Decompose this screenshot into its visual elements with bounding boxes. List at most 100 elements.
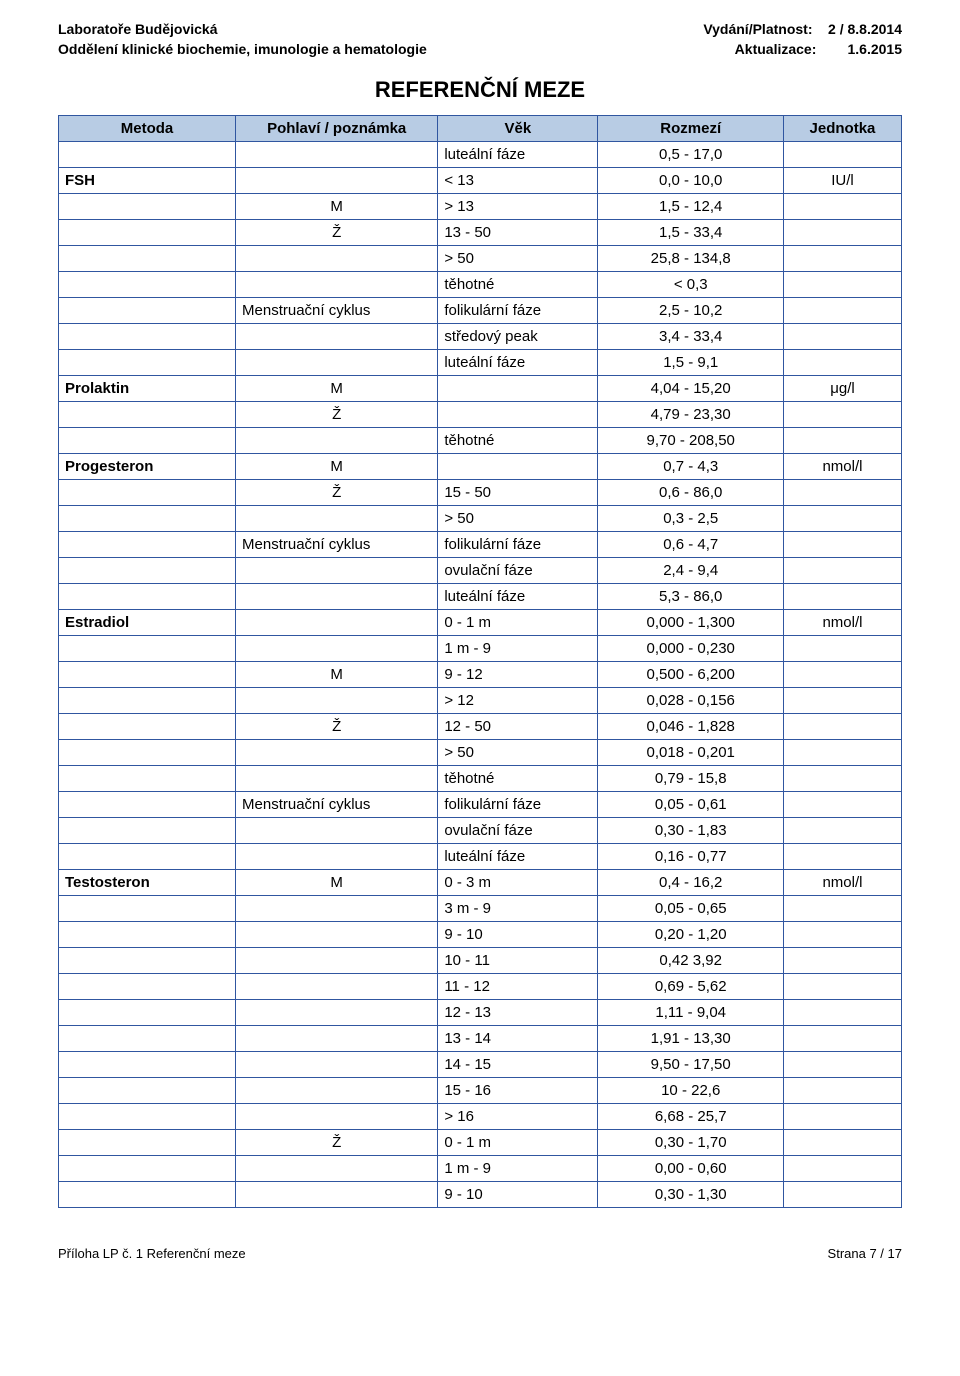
cell-jednotka <box>783 740 901 766</box>
col-header-metoda: Metoda <box>59 116 236 142</box>
cell-rozmezi: 3,4 - 33,4 <box>598 324 783 350</box>
cell-jednotka <box>783 480 901 506</box>
cell-rozmezi: 1,91 - 13,30 <box>598 1026 783 1052</box>
table-row: M9 - 120,500 - 6,200 <box>59 662 902 688</box>
table-row: 1 m - 90,00 - 0,60 <box>59 1156 902 1182</box>
table-row: 9 - 100,30 - 1,30 <box>59 1182 902 1208</box>
cell-vek: těhotné <box>438 428 598 454</box>
table-row: Ž13 - 501,5 - 33,4 <box>59 220 902 246</box>
cell-rozmezi: 0,05 - 0,65 <box>598 896 783 922</box>
cell-vek: 13 - 50 <box>438 220 598 246</box>
footer-left: Příloha LP č. 1 Referenční meze <box>58 1246 246 1261</box>
cell-metoda <box>59 220 236 246</box>
cell-vek: 0 - 1 m <box>438 610 598 636</box>
cell-jednotka <box>783 532 901 558</box>
cell-jednotka <box>783 818 901 844</box>
table-row: 14 - 159,50 - 17,50 <box>59 1052 902 1078</box>
cell-vek: < 13 <box>438 168 598 194</box>
cell-jednotka: nmol/l <box>783 454 901 480</box>
cell-jednotka <box>783 896 901 922</box>
vydani: Vydání/Platnost: 2 / 8.8.2014 <box>703 20 902 40</box>
table-row: ProgesteronM0,7 - 4,3nmol/l <box>59 454 902 480</box>
cell-jednotka <box>783 506 901 532</box>
page-title: REFERENČNÍ MEZE <box>58 77 902 103</box>
cell-pohlavi <box>236 558 438 584</box>
cell-metoda <box>59 1078 236 1104</box>
cell-metoda <box>59 246 236 272</box>
cell-pohlavi: Ž <box>236 220 438 246</box>
cell-metoda <box>59 896 236 922</box>
cell-jednotka <box>783 1182 901 1208</box>
cell-rozmezi: 9,70 - 208,50 <box>598 428 783 454</box>
cell-vek: 3 m - 9 <box>438 896 598 922</box>
cell-metoda <box>59 558 236 584</box>
cell-jednotka <box>783 922 901 948</box>
cell-jednotka <box>783 662 901 688</box>
cell-rozmezi: 0,028 - 0,156 <box>598 688 783 714</box>
cell-metoda <box>59 402 236 428</box>
table-row: 12 - 131,11 - 9,04 <box>59 1000 902 1026</box>
cell-jednotka <box>783 272 901 298</box>
cell-metoda <box>59 688 236 714</box>
cell-vek: luteální fáze <box>438 142 598 168</box>
cell-pohlavi <box>236 324 438 350</box>
cell-metoda <box>59 1182 236 1208</box>
cell-jednotka <box>783 1052 901 1078</box>
cell-rozmezi: 0,000 - 1,300 <box>598 610 783 636</box>
table-row: > 500,018 - 0,201 <box>59 740 902 766</box>
cell-vek: ovulační fáze <box>438 818 598 844</box>
cell-metoda <box>59 194 236 220</box>
cell-metoda <box>59 1026 236 1052</box>
cell-rozmezi: 0,018 - 0,201 <box>598 740 783 766</box>
table-row: TestosteronM0 - 3 m0,4 - 16,2nmol/l <box>59 870 902 896</box>
cell-pohlavi <box>236 948 438 974</box>
table-row: ovulační fáze0,30 - 1,83 <box>59 818 902 844</box>
table-row: Estradiol0 - 1 m0,000 - 1,300nmol/l <box>59 610 902 636</box>
cell-vek: 1 m - 9 <box>438 1156 598 1182</box>
cell-metoda <box>59 1052 236 1078</box>
cell-pohlavi: Menstruační cyklus <box>236 298 438 324</box>
cell-jednotka <box>783 1078 901 1104</box>
cell-vek: > 50 <box>438 246 598 272</box>
table-row: středový peak3,4 - 33,4 <box>59 324 902 350</box>
doc-header-line2: Oddělení klinické biochemie, imunologie … <box>58 40 902 60</box>
col-header-pohlavi: Pohlaví / poznámka <box>236 116 438 142</box>
cell-vek: 9 - 10 <box>438 1182 598 1208</box>
cell-rozmezi: 10 - 22,6 <box>598 1078 783 1104</box>
cell-vek: folikulární fáze <box>438 298 598 324</box>
cell-rozmezi: 0,0 - 10,0 <box>598 168 783 194</box>
cell-rozmezi: 1,5 - 9,1 <box>598 350 783 376</box>
table-row: 9 - 100,20 - 1,20 <box>59 922 902 948</box>
table-row: 3 m - 90,05 - 0,65 <box>59 896 902 922</box>
cell-vek: 9 - 12 <box>438 662 598 688</box>
cell-rozmezi: 2,4 - 9,4 <box>598 558 783 584</box>
table-row: luteální fáze1,5 - 9,1 <box>59 350 902 376</box>
cell-pohlavi <box>236 896 438 922</box>
cell-pohlavi <box>236 740 438 766</box>
cell-vek: ovulační fáze <box>438 558 598 584</box>
cell-pohlavi: Ž <box>236 402 438 428</box>
cell-rozmezi: 4,04 - 15,20 <box>598 376 783 402</box>
page-footer: Příloha LP č. 1 Referenční meze Strana 7… <box>58 1246 902 1261</box>
cell-pohlavi <box>236 636 438 662</box>
table-row: Ž12 - 500,046 - 1,828 <box>59 714 902 740</box>
table-row: těhotné0,79 - 15,8 <box>59 766 902 792</box>
cell-vek: 15 - 16 <box>438 1078 598 1104</box>
cell-jednotka <box>783 402 901 428</box>
cell-jednotka <box>783 844 901 870</box>
cell-metoda: Estradiol <box>59 610 236 636</box>
cell-jednotka: μg/l <box>783 376 901 402</box>
cell-pohlavi <box>236 1052 438 1078</box>
cell-rozmezi: 1,5 - 12,4 <box>598 194 783 220</box>
cell-rozmezi: 0,42 3,92 <box>598 948 783 974</box>
cell-jednotka <box>783 220 901 246</box>
cell-vek <box>438 376 598 402</box>
cell-rozmezi: 0,5 - 17,0 <box>598 142 783 168</box>
cell-vek: 13 - 14 <box>438 1026 598 1052</box>
cell-metoda: Progesteron <box>59 454 236 480</box>
table-row: > 500,3 - 2,5 <box>59 506 902 532</box>
cell-vek: 0 - 3 m <box>438 870 598 896</box>
table-row: 13 - 141,91 - 13,30 <box>59 1026 902 1052</box>
cell-rozmezi: 9,50 - 17,50 <box>598 1052 783 1078</box>
cell-pohlavi <box>236 584 438 610</box>
